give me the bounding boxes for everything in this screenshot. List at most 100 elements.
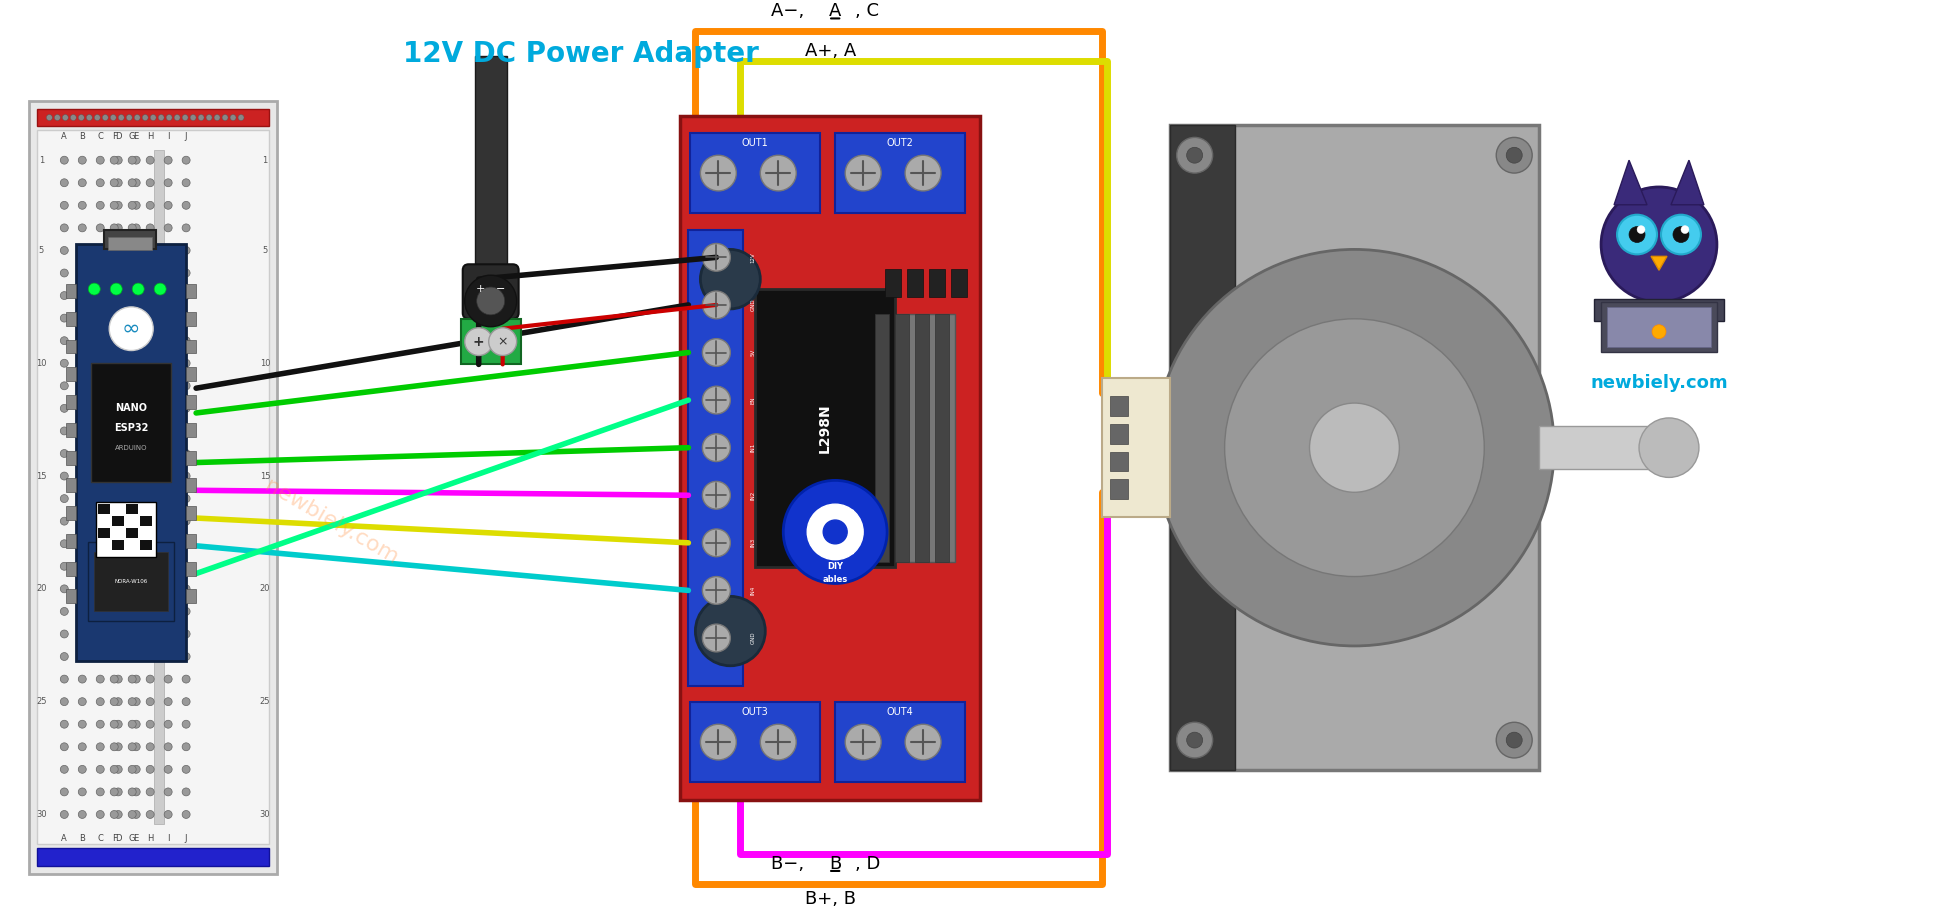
Circle shape bbox=[60, 427, 68, 435]
Circle shape bbox=[60, 607, 68, 615]
Circle shape bbox=[60, 247, 68, 255]
Circle shape bbox=[147, 811, 155, 818]
Circle shape bbox=[114, 743, 122, 750]
Circle shape bbox=[164, 337, 172, 344]
Bar bbox=[66, 534, 75, 548]
Bar bbox=[186, 478, 195, 492]
Circle shape bbox=[182, 247, 190, 255]
Bar bbox=[886, 269, 901, 297]
Circle shape bbox=[1507, 147, 1522, 163]
Circle shape bbox=[824, 520, 847, 544]
Circle shape bbox=[1497, 137, 1532, 173]
Circle shape bbox=[182, 720, 190, 729]
Circle shape bbox=[182, 540, 190, 548]
Bar bbox=[1539, 425, 1669, 469]
Circle shape bbox=[54, 115, 60, 121]
Circle shape bbox=[97, 743, 104, 750]
Circle shape bbox=[159, 115, 164, 121]
Circle shape bbox=[147, 427, 155, 435]
Circle shape bbox=[164, 562, 172, 571]
Bar bbox=[37, 131, 269, 845]
Circle shape bbox=[114, 653, 122, 660]
Circle shape bbox=[132, 540, 139, 548]
Circle shape bbox=[147, 224, 155, 232]
Circle shape bbox=[147, 743, 155, 750]
Circle shape bbox=[164, 314, 172, 322]
Circle shape bbox=[62, 115, 68, 121]
Bar bbox=[835, 133, 965, 213]
Circle shape bbox=[702, 624, 731, 652]
Circle shape bbox=[114, 630, 122, 638]
Circle shape bbox=[77, 743, 87, 750]
Circle shape bbox=[60, 630, 68, 638]
Text: B−,: B−, bbox=[772, 855, 810, 873]
Circle shape bbox=[132, 562, 139, 571]
Text: B: B bbox=[79, 834, 85, 843]
Circle shape bbox=[182, 269, 190, 277]
Text: GND: GND bbox=[750, 632, 756, 645]
Text: IN4: IN4 bbox=[750, 586, 756, 595]
Circle shape bbox=[60, 562, 68, 571]
Circle shape bbox=[164, 427, 172, 435]
Circle shape bbox=[97, 788, 104, 796]
Circle shape bbox=[60, 224, 68, 232]
Circle shape bbox=[166, 115, 172, 121]
Text: 20: 20 bbox=[37, 584, 46, 593]
Bar bbox=[66, 506, 75, 520]
Circle shape bbox=[97, 653, 104, 660]
Circle shape bbox=[128, 720, 135, 729]
Circle shape bbox=[60, 675, 68, 683]
Circle shape bbox=[114, 449, 122, 457]
Circle shape bbox=[164, 156, 172, 164]
Circle shape bbox=[147, 720, 155, 729]
Circle shape bbox=[110, 269, 118, 277]
Circle shape bbox=[60, 269, 68, 277]
Circle shape bbox=[164, 630, 172, 638]
Circle shape bbox=[164, 202, 172, 209]
Circle shape bbox=[97, 427, 104, 435]
Circle shape bbox=[77, 562, 87, 571]
Text: G: G bbox=[130, 131, 135, 141]
Circle shape bbox=[114, 224, 122, 232]
Bar bbox=[108, 236, 153, 250]
Bar bbox=[99, 528, 110, 538]
Text: I: I bbox=[166, 834, 170, 843]
Text: H: H bbox=[147, 834, 153, 843]
Circle shape bbox=[126, 115, 132, 121]
Circle shape bbox=[60, 495, 68, 502]
Bar bbox=[95, 551, 168, 611]
Text: newbiely.com: newbiely.com bbox=[1590, 374, 1727, 393]
Circle shape bbox=[110, 156, 118, 164]
Circle shape bbox=[97, 495, 104, 502]
Circle shape bbox=[132, 269, 139, 277]
Circle shape bbox=[1507, 732, 1522, 748]
Circle shape bbox=[147, 607, 155, 615]
Circle shape bbox=[164, 472, 172, 480]
Circle shape bbox=[97, 585, 104, 593]
Circle shape bbox=[60, 653, 68, 660]
Circle shape bbox=[696, 596, 766, 666]
Circle shape bbox=[110, 283, 122, 295]
Circle shape bbox=[905, 155, 942, 191]
Circle shape bbox=[1681, 226, 1688, 234]
Circle shape bbox=[97, 224, 104, 232]
Bar bbox=[474, 56, 507, 284]
Circle shape bbox=[132, 382, 139, 390]
Circle shape bbox=[132, 291, 139, 299]
Text: 1: 1 bbox=[39, 156, 44, 164]
Circle shape bbox=[114, 247, 122, 255]
Circle shape bbox=[128, 404, 135, 413]
Circle shape bbox=[197, 115, 205, 121]
Circle shape bbox=[182, 382, 190, 390]
Circle shape bbox=[60, 337, 68, 344]
Circle shape bbox=[147, 404, 155, 413]
Bar bbox=[895, 314, 909, 561]
Circle shape bbox=[77, 517, 87, 525]
Text: I: I bbox=[166, 131, 170, 141]
Text: G: G bbox=[130, 834, 135, 843]
Circle shape bbox=[97, 269, 104, 277]
Circle shape bbox=[147, 449, 155, 457]
Circle shape bbox=[1176, 722, 1213, 758]
Circle shape bbox=[114, 269, 122, 277]
Text: OUT2: OUT2 bbox=[886, 139, 913, 148]
